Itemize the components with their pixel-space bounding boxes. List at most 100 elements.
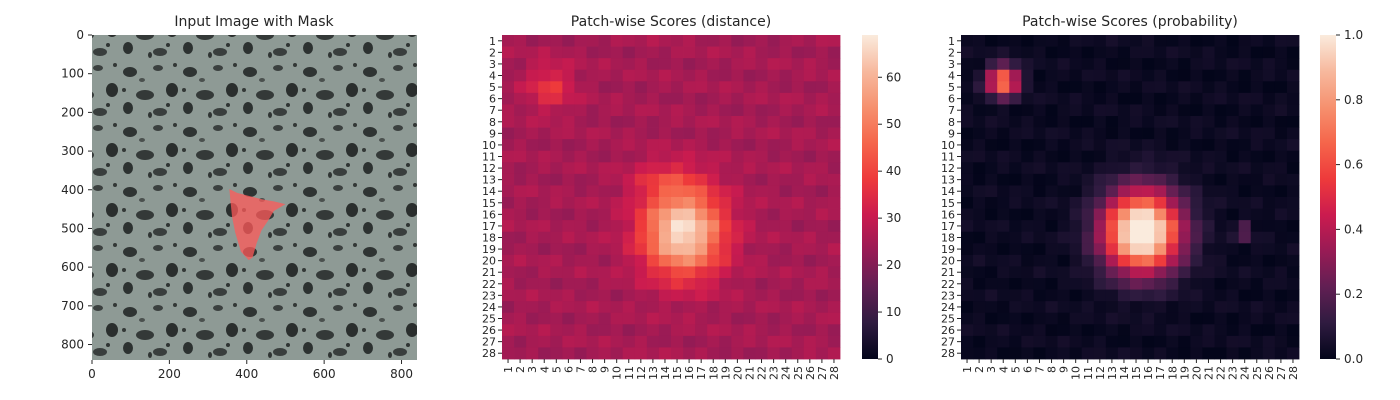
heatmap-cell <box>1045 266 1058 279</box>
heatmap-cell <box>1262 347 1276 360</box>
heatmap-cell <box>1130 127 1143 140</box>
heatmap-cell <box>1250 208 1264 221</box>
heatmap-cell <box>997 335 1010 348</box>
heatmap-cell <box>1226 162 1240 175</box>
heatmap-cell <box>574 116 587 128</box>
heatmap-cell <box>719 347 732 360</box>
y-tick-label: 8 <box>489 116 496 129</box>
heatmap-cell <box>574 127 587 140</box>
heatmap-cell <box>743 312 756 325</box>
heatmap-cell <box>1045 335 1058 348</box>
heatmap-cell <box>1178 335 1191 348</box>
heatmap-cell <box>1117 335 1131 348</box>
heatmap-cell <box>827 46 841 59</box>
heatmap-cell <box>1009 312 1022 325</box>
heatmap-cell <box>658 278 672 290</box>
heatmap-cell <box>1262 301 1276 314</box>
heatmap-cell <box>973 243 986 256</box>
y-tick-label: 13 <box>482 174 496 187</box>
heatmap-cell <box>610 324 624 337</box>
heatmap-cell <box>1069 208 1083 221</box>
heatmap-cell <box>514 35 527 47</box>
heatmap-cell <box>562 46 575 59</box>
heatmap-cell <box>526 254 539 267</box>
heatmap-cell <box>562 278 575 290</box>
heatmap-cell <box>538 58 551 71</box>
heatmap-cell <box>1105 208 1119 221</box>
heatmap-cell <box>1286 289 1300 302</box>
x-tick-label: 0 <box>88 367 96 381</box>
heatmap-cell <box>1117 312 1131 325</box>
heatmap-cell <box>985 254 998 267</box>
heatmap-cell <box>622 243 636 256</box>
heatmap-cell <box>550 347 563 360</box>
heatmap-cell <box>1178 150 1191 163</box>
heatmap-cell <box>1009 254 1022 267</box>
heatmap-cell <box>803 197 817 209</box>
heatmap-cell <box>1226 278 1240 290</box>
heatmap-cell <box>743 208 756 221</box>
heatmap-cell <box>1274 81 1288 94</box>
heatmap-cell <box>538 243 551 256</box>
heatmap-cell <box>1142 197 1155 209</box>
heatmap-cell <box>985 289 998 302</box>
heatmap-cell <box>502 278 515 290</box>
heatmap-cell <box>514 81 527 94</box>
heatmap-cell <box>719 208 732 221</box>
heatmap-cell <box>1021 116 1034 128</box>
heatmap-cell <box>1250 243 1264 256</box>
y-tick-label: 26 <box>941 324 955 337</box>
heatmap-cell <box>779 243 793 256</box>
heatmap-cell <box>1130 243 1143 256</box>
heatmap-cell <box>719 104 732 117</box>
heatmap-cell <box>1069 139 1083 152</box>
heatmap-cell <box>1105 324 1119 337</box>
heatmap-cell <box>997 139 1010 152</box>
heatmap-cell <box>1069 104 1083 117</box>
heatmap-cell <box>997 220 1010 233</box>
heatmap-cell <box>731 35 744 47</box>
heatmap-cell <box>973 162 986 175</box>
heatmap-cell <box>1069 312 1083 325</box>
heatmap-cell <box>574 289 587 302</box>
heatmap-cell <box>683 335 696 348</box>
heatmap-cell <box>683 208 696 221</box>
heatmap-cell <box>514 324 527 337</box>
heatmap-cell <box>1190 278 1203 290</box>
heatmap-cell <box>779 92 793 105</box>
heatmap-cell <box>1166 46 1179 59</box>
heatmap-cell <box>1105 335 1119 348</box>
heatmap-cell <box>1286 347 1300 360</box>
heatmap-cell <box>622 278 636 290</box>
heatmap-cell <box>526 347 539 360</box>
heatmap-cell <box>1262 243 1276 256</box>
heatmap-cell <box>514 58 527 71</box>
heatmap-cell <box>683 278 696 290</box>
heatmap-cell <box>634 116 648 128</box>
heatmap-cell <box>646 266 660 279</box>
heatmap-cell <box>1202 324 1215 337</box>
heatmap-cell <box>598 220 612 233</box>
heatmap-cell <box>791 278 805 290</box>
x-tick-label: 600 <box>313 367 336 381</box>
heatmap-cell <box>550 231 563 244</box>
heatmap-cell <box>1226 69 1240 82</box>
heatmap-cell <box>1117 301 1131 314</box>
heatmap-cell <box>961 254 974 267</box>
heatmap-cell <box>997 69 1010 82</box>
heatmap-cell <box>1226 254 1240 267</box>
heatmap-cell <box>586 347 599 360</box>
heatmap-cell <box>1202 208 1215 221</box>
heatmap-cell <box>815 69 829 82</box>
heatmap-cell <box>658 162 672 175</box>
heatmap-cell <box>1202 289 1215 302</box>
heatmap-cell <box>827 127 841 140</box>
heatmap-cell <box>1021 127 1034 140</box>
heatmap-cell <box>550 208 563 221</box>
heatmap-cell <box>791 162 805 175</box>
heatmap-cell <box>538 278 551 290</box>
heatmap-cell <box>634 324 648 337</box>
heatmap-cell <box>1238 46 1252 59</box>
heatmap-cell <box>731 266 744 279</box>
heatmap-cell <box>550 162 563 175</box>
